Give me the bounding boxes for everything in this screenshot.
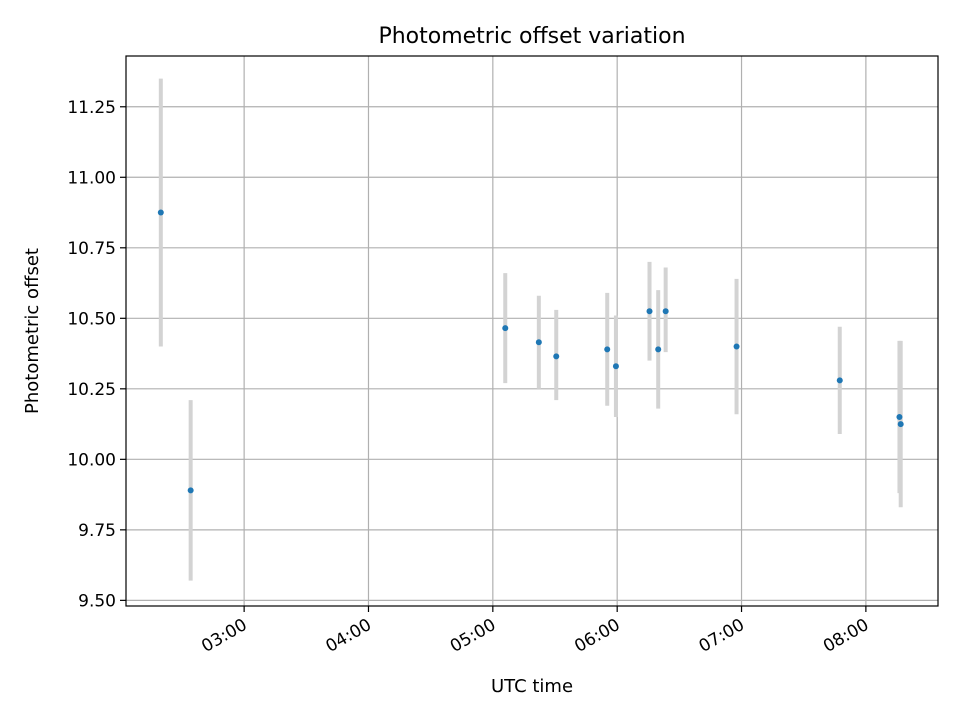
chart-title: Photometric offset variation: [378, 24, 685, 49]
data-point: [662, 308, 669, 315]
data-point: [502, 325, 509, 332]
data-point: [646, 308, 653, 315]
data-point: [535, 339, 542, 346]
data-point: [187, 487, 194, 494]
data-point: [553, 353, 560, 360]
y-tick-label: 11.00: [67, 168, 116, 188]
y-tick-label: 10.75: [67, 239, 116, 259]
y-tick-label: 11.25: [67, 98, 116, 118]
y-tick-label: 9.50: [78, 591, 116, 611]
y-tick-label: 10.25: [67, 380, 116, 400]
data-point: [157, 209, 164, 216]
y-tick-label: 10.00: [67, 450, 116, 470]
data-point: [733, 343, 740, 350]
data-point: [612, 363, 619, 370]
point-layer: [157, 209, 904, 494]
y-axis-label: Photometric offset: [22, 248, 43, 414]
data-point: [896, 414, 903, 421]
data-point: [897, 421, 904, 428]
data-point: [836, 377, 843, 384]
plot-frame: [125, 55, 939, 607]
data-point: [604, 346, 611, 353]
y-tick-label: 9.75: [78, 521, 116, 541]
grid-layer: [126, 56, 938, 606]
data-point: [655, 346, 662, 353]
x-axis-label: UTC time: [491, 676, 573, 697]
y-tick-label: 10.50: [67, 309, 116, 329]
